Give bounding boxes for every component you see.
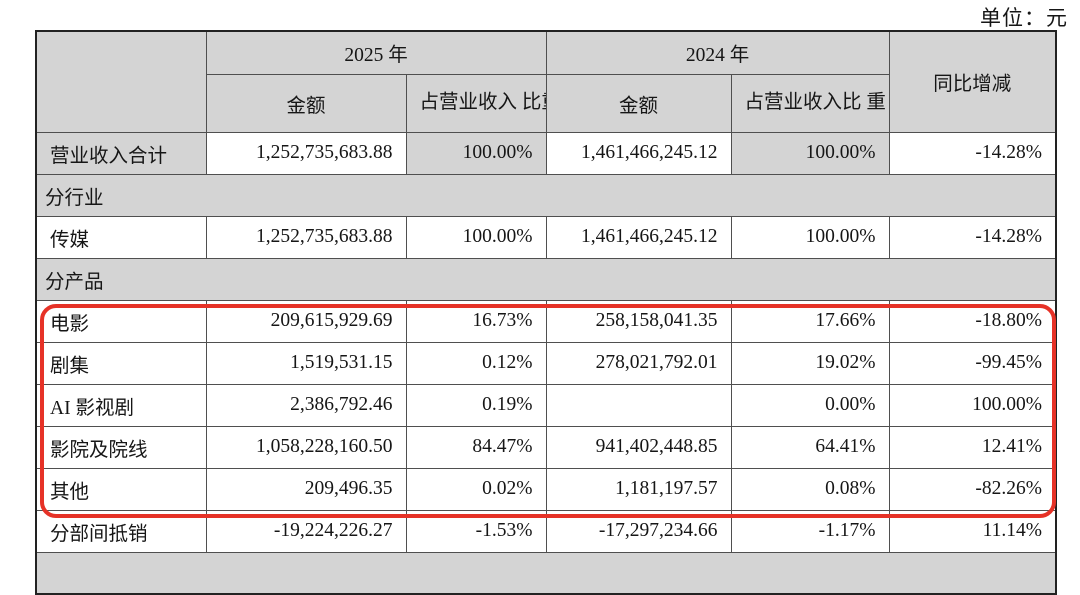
header-year-2025: 2025 年 xyxy=(205,30,547,75)
amount-2024: 278,021,792.01 xyxy=(545,341,732,385)
amount-2024 xyxy=(545,383,732,427)
pct-2025: 100.00% xyxy=(405,215,547,259)
amount-2024: 1,461,466,245.12 xyxy=(545,215,732,259)
amount-2024: 1,461,466,245.12 xyxy=(545,131,732,175)
table-row-cinema: 影院及院线 1,058,228,160.50 84.47% 941,402,44… xyxy=(35,425,1057,469)
row-label: 剧集 xyxy=(35,341,207,385)
row-label: 其他 xyxy=(35,467,207,511)
section-row-by-product: 分产品 xyxy=(35,257,1057,301)
table-row-series: 剧集 1,519,531.15 0.12% 278,021,792.01 19.… xyxy=(35,341,1057,385)
revenue-breakdown-table: 2025 年 2024 年 同比增减 金额 占营业收入 比重 金额 占营业收入比… xyxy=(35,30,1058,595)
amount-2025: 209,615,929.69 xyxy=(205,299,407,343)
header-amount-2025: 金额 xyxy=(205,73,407,133)
table-row-film: 电影 209,615,929.69 16.73% 258,158,041.35 … xyxy=(35,299,1057,343)
amount-2025: 1,519,531.15 xyxy=(205,341,407,385)
pct-2024: 17.66% xyxy=(730,299,890,343)
yoy-change: 100.00% xyxy=(888,383,1057,427)
unit-label: 单位：元 xyxy=(980,6,1068,30)
section-row-by-industry: 分行业 xyxy=(35,173,1057,217)
amount-2024: -17,297,234.66 xyxy=(545,509,732,553)
header-yoy-change: 同比增减 xyxy=(888,30,1057,133)
row-label: 电影 xyxy=(35,299,207,343)
amount-2025: 2,386,792.46 xyxy=(205,383,407,427)
yoy-change: -82.26% xyxy=(888,467,1057,511)
pct-2024: 100.00% xyxy=(730,215,890,259)
pct-2025: 84.47% xyxy=(405,425,547,469)
header-pct-2025: 占营业收入 比重 xyxy=(405,73,547,133)
section-label xyxy=(35,551,1057,595)
amount-2024: 1,181,197.57 xyxy=(545,467,732,511)
pct-2024: 0.08% xyxy=(730,467,890,511)
yoy-change: -14.28% xyxy=(888,215,1057,259)
pct-2024: -1.17% xyxy=(730,509,890,553)
yoy-change: 11.14% xyxy=(888,509,1057,553)
header-year-2024: 2024 年 xyxy=(545,30,890,75)
row-label: 营业收入合计 xyxy=(35,131,207,175)
section-row-clipped xyxy=(35,551,1057,595)
yoy-change: -99.45% xyxy=(888,341,1057,385)
pct-2025: 0.02% xyxy=(405,467,547,511)
pct-2025: 100.00% xyxy=(405,131,547,175)
pct-2024: 64.41% xyxy=(730,425,890,469)
row-label: AI 影视剧 xyxy=(35,383,207,427)
pct-2024: 100.00% xyxy=(730,131,890,175)
amount-2025: -19,224,226.27 xyxy=(205,509,407,553)
pct-2025: -1.53% xyxy=(405,509,547,553)
row-label: 影院及院线 xyxy=(35,425,207,469)
table-row-ai-drama: AI 影视剧 2,386,792.46 0.19% 0.00% 100.00% xyxy=(35,383,1057,427)
row-label: 分部间抵销 xyxy=(35,509,207,553)
header-amount-2024: 金额 xyxy=(545,73,732,133)
header-corner-cell xyxy=(35,30,207,133)
pct-2025: 16.73% xyxy=(405,299,547,343)
amount-2025: 1,058,228,160.50 xyxy=(205,425,407,469)
section-label: 分产品 xyxy=(35,257,1057,301)
pct-2025: 0.19% xyxy=(405,383,547,427)
yoy-change: 12.41% xyxy=(888,425,1057,469)
table-row-other: 其他 209,496.35 0.02% 1,181,197.57 0.08% -… xyxy=(35,467,1057,511)
yoy-change: -18.80% xyxy=(888,299,1057,343)
amount-2024: 258,158,041.35 xyxy=(545,299,732,343)
amount-2025: 1,252,735,683.88 xyxy=(205,215,407,259)
row-label: 传媒 xyxy=(35,215,207,259)
pct-2024: 0.00% xyxy=(730,383,890,427)
pct-2025: 0.12% xyxy=(405,341,547,385)
amount-2024: 941,402,448.85 xyxy=(545,425,732,469)
pct-2024: 19.02% xyxy=(730,341,890,385)
table-row-media: 传媒 1,252,735,683.88 100.00% 1,461,466,24… xyxy=(35,215,1057,259)
amount-2025: 209,496.35 xyxy=(205,467,407,511)
yoy-change: -14.28% xyxy=(888,131,1057,175)
table-row-total-revenue: 营业收入合计 1,252,735,683.88 100.00% 1,461,46… xyxy=(35,131,1057,175)
header-pct-2024: 占营业收入比 重 xyxy=(730,73,890,133)
section-label: 分行业 xyxy=(35,173,1057,217)
amount-2025: 1,252,735,683.88 xyxy=(205,131,407,175)
table-row-intersegment-elimination: 分部间抵销 -19,224,226.27 -1.53% -17,297,234.… xyxy=(35,509,1057,553)
